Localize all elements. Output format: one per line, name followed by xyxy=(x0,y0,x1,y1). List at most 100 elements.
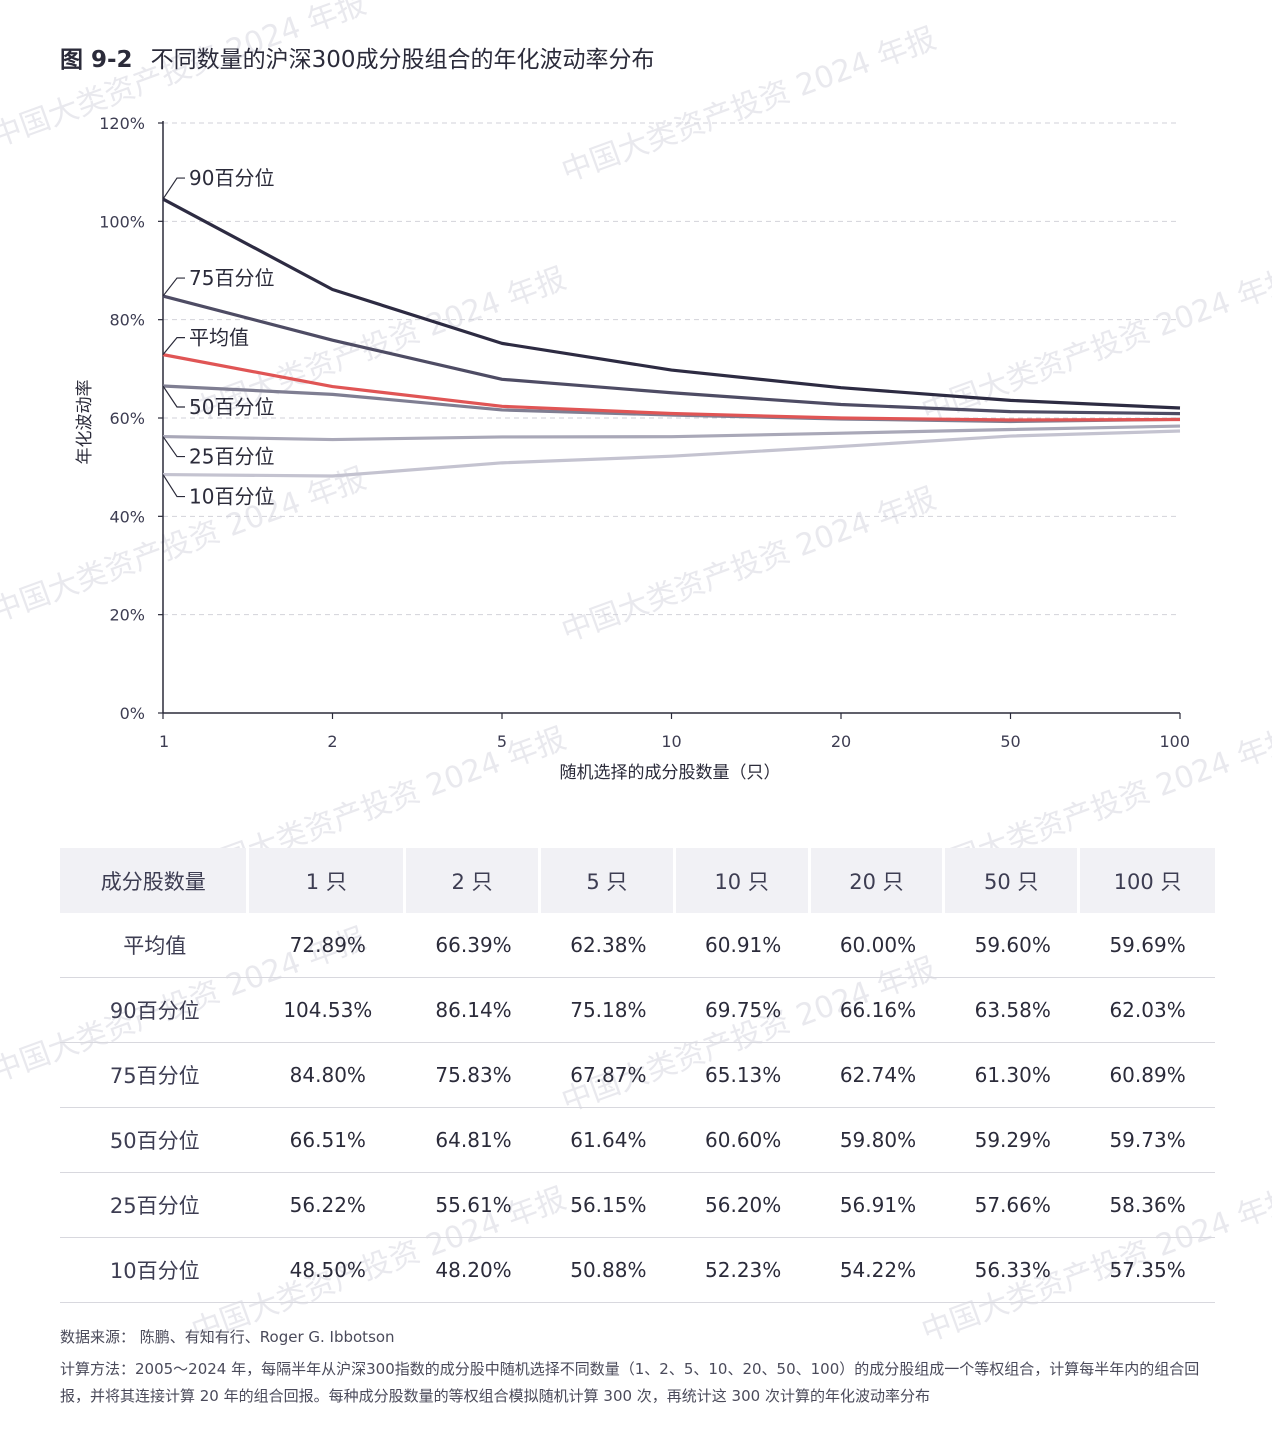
table-cell: 67.87% xyxy=(540,1043,676,1108)
label-leader xyxy=(162,337,185,356)
table-cell: 59.29% xyxy=(945,1108,1081,1173)
label-leader xyxy=(162,385,185,408)
table-cell: 54.22% xyxy=(810,1238,946,1303)
series-label: 10百分位 xyxy=(189,485,274,509)
table-cell: 60.89% xyxy=(1080,1043,1215,1108)
table-cell: 59.80% xyxy=(810,1108,946,1173)
row-label: 10百分位 xyxy=(60,1238,250,1303)
table-cell: 50.88% xyxy=(540,1238,676,1303)
table-cell: 57.35% xyxy=(1080,1238,1215,1303)
table-cell: 75.83% xyxy=(406,1043,541,1108)
y-tick-label: 120% xyxy=(99,114,145,133)
y-tick-label: 80% xyxy=(109,311,145,330)
x-tick-label: 50 xyxy=(1000,732,1020,751)
label-leader xyxy=(162,474,185,498)
table-cell: 58.36% xyxy=(1080,1173,1215,1238)
table-cell: 65.13% xyxy=(675,1043,811,1108)
series-label: 90百分位 xyxy=(189,166,274,190)
series-label: 平均值 xyxy=(189,326,249,350)
table-cell: 59.73% xyxy=(1080,1108,1215,1173)
table-cell: 56.20% xyxy=(675,1173,811,1238)
tick-labels: 0% 20% 40% 60% 80% 100% 120% 1 2 5 10 20 50 100 xyxy=(99,114,1190,751)
x-tick-label: 1 xyxy=(159,732,169,751)
table-cell: 61.64% xyxy=(540,1108,676,1173)
y-tick-label: 0% xyxy=(120,704,145,723)
table-row: 平均值 72.89% 66.39% 62.38% 60.91% 60.00% 59.60% 5… xyxy=(60,913,1215,978)
label-leader xyxy=(162,436,185,458)
table-row: 75百分位 84.80% 75.83% 67.87% 65.13% 62.74% 61.30… xyxy=(60,1043,1215,1108)
table-cell: 86.14% xyxy=(406,978,541,1043)
table-cell: 59.60% xyxy=(945,913,1081,978)
method-note: 计算方法：2005～2024 年，每隔半年从沪深300指数的成分股中随机选择不同… xyxy=(60,1360,1200,1405)
table-body: 平均值 72.89% 66.39% 62.38% 60.91% 60.00% 59.60% 5… xyxy=(60,913,1215,1303)
series-line xyxy=(162,353,1181,422)
y-tick-label: 40% xyxy=(109,507,145,526)
line-chart: 0% 20% 40% 60% 80% 100% 120% 1 2 5 10 20 50 100 90百分位… xyxy=(75,114,1190,783)
table-cell: 84.80% xyxy=(249,1043,407,1108)
table-header-cell: 20 只 xyxy=(810,848,946,913)
table-cell: 64.81% xyxy=(406,1108,541,1173)
row-label: 25百分位 xyxy=(60,1173,250,1238)
figure-number: 图 9-2 xyxy=(60,47,133,73)
x-axis-label: 随机选择的成分股数量（只） xyxy=(560,763,781,783)
table-cell: 66.16% xyxy=(810,978,946,1043)
table-cell: 63.58% xyxy=(945,978,1081,1043)
x-tick-label: 5 xyxy=(497,732,507,751)
table-row: 50百分位 66.51% 64.81% 61.64% 60.60% 59.80% 59.29… xyxy=(60,1108,1215,1173)
table-header-cell: 50 只 xyxy=(945,848,1081,913)
table-header-cell: 10 只 xyxy=(675,848,811,913)
table-cell: 60.60% xyxy=(675,1108,811,1173)
table-cell: 61.30% xyxy=(945,1043,1081,1108)
label-leader xyxy=(162,277,185,297)
table-cell: 56.91% xyxy=(810,1173,946,1238)
table-cell: 66.39% xyxy=(406,913,541,978)
series-label: 75百分位 xyxy=(189,266,274,290)
table-cell: 62.03% xyxy=(1080,978,1215,1043)
table-cell: 56.33% xyxy=(945,1238,1081,1303)
table-cell: 60.91% xyxy=(675,913,811,978)
y-tick-label: 60% xyxy=(109,409,145,428)
table-header-cell: 5 只 xyxy=(540,848,676,913)
table-cell: 62.38% xyxy=(540,913,676,978)
table-header-cell: 2 只 xyxy=(406,848,541,913)
data-source: 数据来源： 陈鹏、有知有行、Roger G. Ibbotson xyxy=(60,1328,395,1346)
table-row: 90百分位 104.53% 86.14% 75.18% 69.75% 66.16% 63.5… xyxy=(60,978,1215,1043)
table-cell: 57.66% xyxy=(945,1173,1081,1238)
y-tick-label: 100% xyxy=(99,212,145,231)
series-line xyxy=(162,197,1181,410)
table-cell: 60.00% xyxy=(810,913,946,978)
table-cell: 104.53% xyxy=(249,978,407,1043)
table-cell: 56.22% xyxy=(249,1173,407,1238)
series-label: 25百分位 xyxy=(189,445,274,469)
table-cell: 48.20% xyxy=(406,1238,541,1303)
table-header-cell: 100 只 xyxy=(1080,848,1215,913)
table-cell: 66.51% xyxy=(249,1108,407,1173)
row-label: 90百分位 xyxy=(60,978,250,1043)
series-label: 50百分位 xyxy=(189,395,274,419)
series-line xyxy=(162,429,1181,478)
x-tick-label: 100 xyxy=(1159,732,1190,751)
table-header-cell: 成分股数量 xyxy=(60,848,250,913)
table-cell: 55.61% xyxy=(406,1173,541,1238)
table-row: 10百分位 48.50% 48.20% 50.88% 52.23% 54.22% 56.33… xyxy=(60,1238,1215,1303)
gridlines xyxy=(163,122,1180,616)
x-tick-label: 10 xyxy=(661,732,681,751)
table-cell: 48.50% xyxy=(249,1238,407,1303)
table-cell: 75.18% xyxy=(540,978,676,1043)
row-label: 75百分位 xyxy=(60,1043,250,1108)
table-cell: 62.74% xyxy=(810,1043,946,1108)
page-title: 图 9-2 不同数量的沪深300成分股组合的年化波动率分布 xyxy=(60,40,654,74)
series-line xyxy=(162,294,1181,416)
table-cell: 52.23% xyxy=(675,1238,811,1303)
row-label: 50百分位 xyxy=(60,1108,250,1173)
table-row: 25百分位 56.22% 55.61% 56.15% 56.20% 56.91% 57.66… xyxy=(60,1173,1215,1238)
table-cell: 69.75% xyxy=(675,978,811,1043)
axes xyxy=(158,121,1181,719)
x-tick-label: 2 xyxy=(327,732,337,751)
y-axis-label: 年化波动率 xyxy=(75,380,95,465)
x-tick-label: 20 xyxy=(831,732,851,751)
y-tick-label: 20% xyxy=(109,606,145,625)
